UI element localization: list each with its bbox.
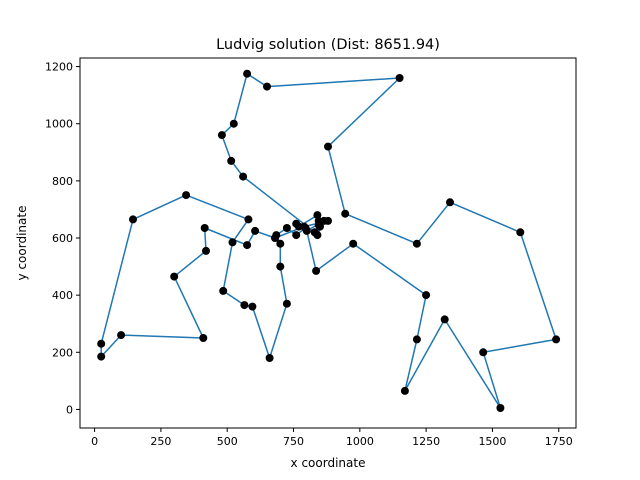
city-point: [552, 335, 561, 344]
city-point: [395, 74, 404, 82]
city-point: [243, 241, 252, 250]
city-point: [276, 262, 285, 271]
city-point: [422, 291, 431, 300]
city-point: [324, 216, 332, 225]
x-tick-label: 1500: [478, 435, 506, 448]
city-point: [276, 239, 285, 248]
city-point: [412, 239, 421, 248]
city-point: [200, 224, 209, 232]
x-tick-label: 1750: [545, 435, 573, 448]
chart-title: Ludvig solution (Dist: 8651.94): [216, 37, 440, 53]
city-point: [496, 404, 505, 412]
city-point: [229, 119, 238, 128]
y-tick-label: 800: [52, 175, 73, 188]
city-point: [97, 339, 106, 348]
x-tick-label: 750: [283, 435, 304, 448]
x-tick-label: 500: [217, 435, 238, 448]
y-axis-label: y coordinate: [15, 206, 29, 281]
x-tick-label: 1000: [346, 435, 374, 448]
city-point: [239, 172, 248, 181]
city-point: [271, 234, 279, 242]
plot-area: [97, 69, 561, 412]
x-axis-label: x coordinate: [291, 456, 366, 470]
city-point: [117, 331, 126, 340]
city-point: [265, 354, 274, 362]
plot-frame: [79, 57, 577, 429]
x-tick-label: 1250: [412, 435, 440, 448]
city-point: [400, 386, 409, 395]
city-point: [170, 272, 179, 281]
city-point: [312, 266, 321, 275]
city-point: [282, 299, 291, 308]
city-point: [446, 198, 454, 207]
y-tick-label: 0: [66, 403, 73, 416]
y-tick-label: 400: [52, 289, 73, 302]
city-point: [440, 315, 449, 324]
y-axis-ticks: 0 200 400 600 800 1000 1200: [45, 61, 80, 416]
city-point: [228, 238, 237, 247]
city-point: [282, 224, 291, 232]
city-point: [97, 352, 106, 361]
city-point: [129, 215, 137, 224]
y-tick-label: 1200: [45, 61, 73, 74]
city-point: [219, 286, 228, 295]
x-tick-label: 250: [150, 435, 171, 448]
city-point: [300, 222, 309, 231]
city-point: [349, 239, 358, 248]
x-tick-label: 0: [91, 435, 98, 448]
y-tick-label: 600: [52, 232, 73, 245]
city-point: [199, 334, 208, 342]
city-point: [227, 156, 236, 165]
city-point: [479, 348, 488, 357]
city-point: [251, 226, 260, 235]
city-point: [243, 69, 252, 78]
city-point: [182, 191, 191, 200]
city-point: [412, 335, 421, 344]
city-point: [292, 231, 301, 240]
city-point: [341, 209, 350, 218]
y-tick-label: 200: [52, 346, 73, 359]
city-point: [217, 131, 226, 140]
city-point: [292, 219, 301, 228]
city-point: [240, 301, 249, 310]
city-point: [248, 302, 257, 311]
city-point: [202, 246, 210, 255]
city-point: [244, 215, 253, 224]
city-point: [314, 221, 323, 230]
city-point: [310, 228, 319, 237]
city-point: [263, 82, 271, 91]
city-point: [324, 142, 332, 151]
y-tick-label: 1000: [45, 118, 73, 131]
x-axis-ticks: 0 250 500 750 1000 1250 1500 1750: [91, 428, 573, 448]
city-point: [516, 228, 525, 237]
